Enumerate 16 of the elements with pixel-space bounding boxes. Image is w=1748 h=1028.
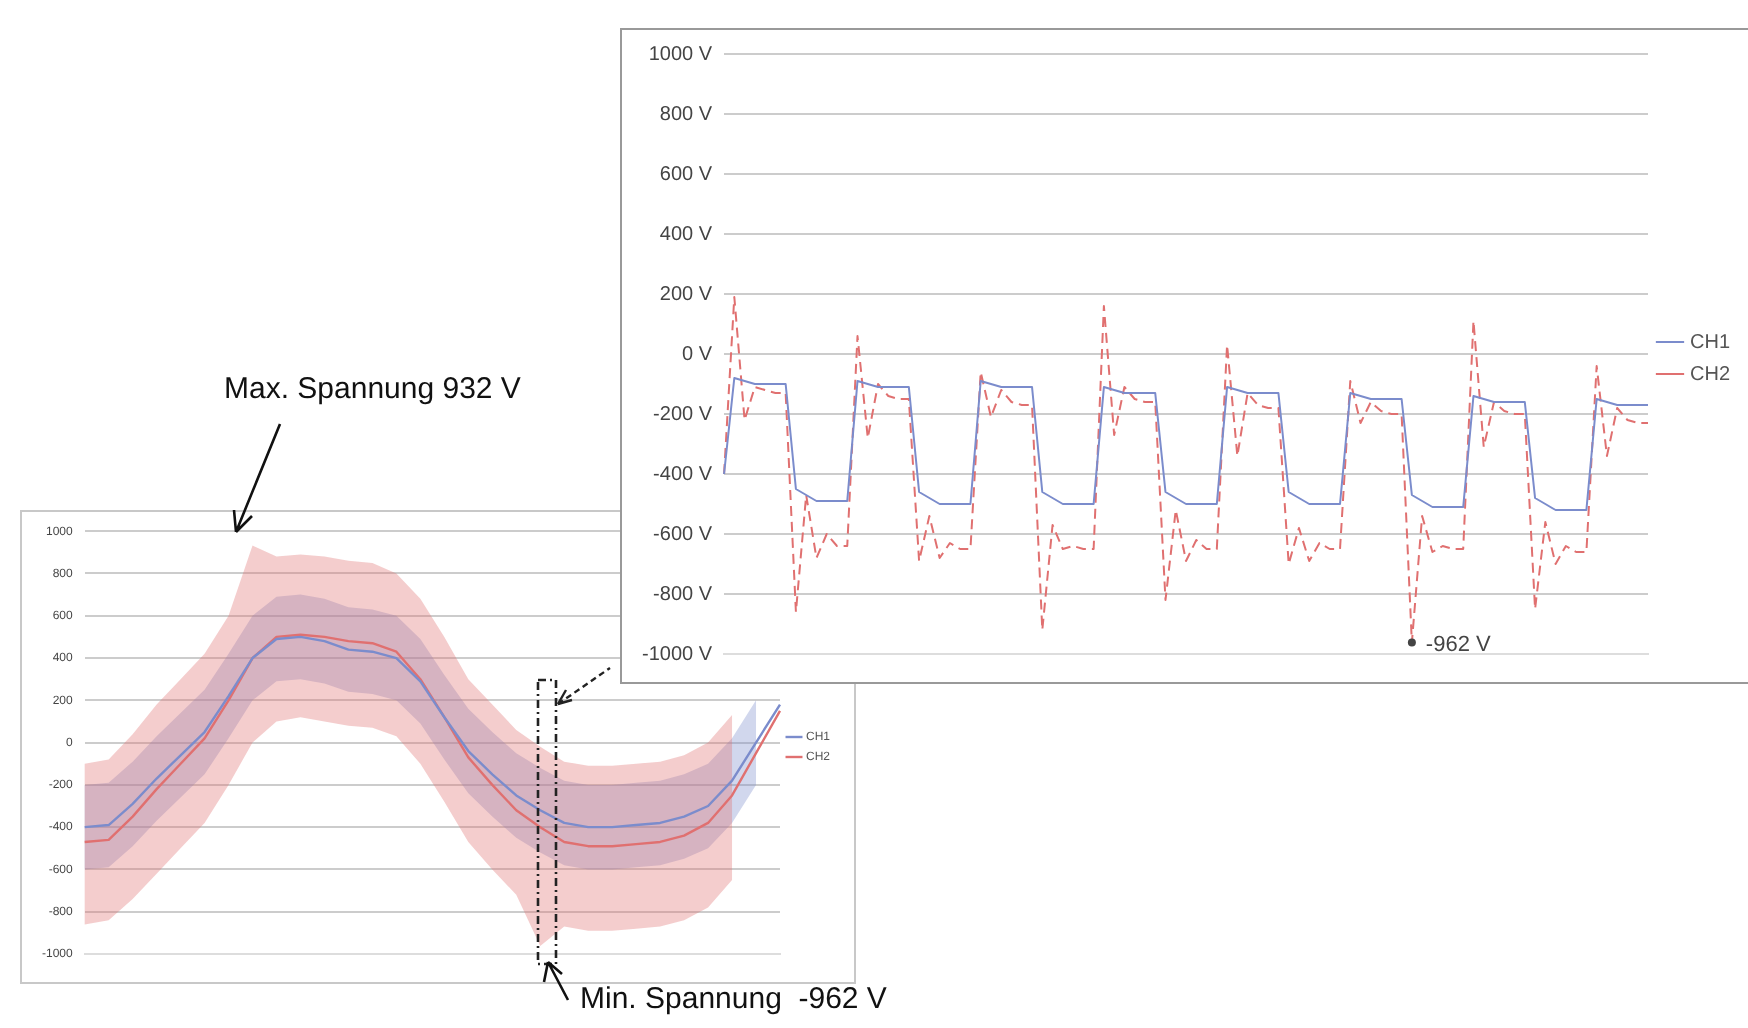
legend-label: CH1 <box>1689 331 1731 354</box>
y-tick-label: -800 V <box>653 583 713 606</box>
y-tick-label: -600 V <box>653 523 713 546</box>
y-tick-label: 200 V <box>659 283 713 306</box>
y-tick-label: 1000 V <box>648 43 713 66</box>
text: Max. Spannung 932 V <box>224 372 521 406</box>
y-tick-label: 400 V <box>659 223 713 246</box>
text: Min. Spannung -962 V <box>580 982 887 1016</box>
legend-label: CH2 <box>1689 363 1731 386</box>
y-tick-label: 600 V <box>659 163 713 186</box>
y-tick-label: -200 V <box>653 403 713 426</box>
y-tick-label: -1000 V <box>641 643 713 666</box>
annotation: -962 V <box>1425 632 1493 657</box>
y-tick-label: -400 V <box>653 463 713 486</box>
y-tick-label: 800 V <box>659 103 713 126</box>
y-tick-label: 0 V <box>682 343 713 366</box>
